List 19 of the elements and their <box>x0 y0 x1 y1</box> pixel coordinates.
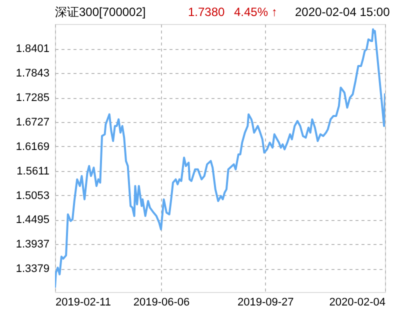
y-tick-label: 1.8401 <box>16 43 50 56</box>
chart-title: 深证300[700002] <box>55 5 146 19</box>
y-tick-label: 1.3937 <box>16 238 50 251</box>
y-tick-label: 1.7843 <box>16 68 50 80</box>
y-tick-label: 1.5611 <box>16 165 50 178</box>
y-tick-label: 1.7285 <box>16 92 50 104</box>
x-tick-label: 2019-02-11 <box>56 296 111 308</box>
y-tick-label: 1.3379 <box>16 263 50 276</box>
y-tick-label: 1.5053 <box>16 190 50 202</box>
x-tick-label: 2019-09-27 <box>238 296 294 308</box>
y-tick-label: 1.6727 <box>16 116 50 128</box>
text: 2020-02-04 15:00 <box>295 5 390 19</box>
text: 4.45% ↑ <box>234 5 278 19</box>
x-tick-label: 2019-06-06 <box>133 296 190 308</box>
line-series <box>55 28 385 289</box>
x-tick-label: 2020-02-04 <box>329 296 386 308</box>
text: 1.7380 <box>188 5 226 19</box>
y-tick-label: 1.4495 <box>16 214 50 226</box>
y-tick-label: 1.6169 <box>16 140 50 153</box>
